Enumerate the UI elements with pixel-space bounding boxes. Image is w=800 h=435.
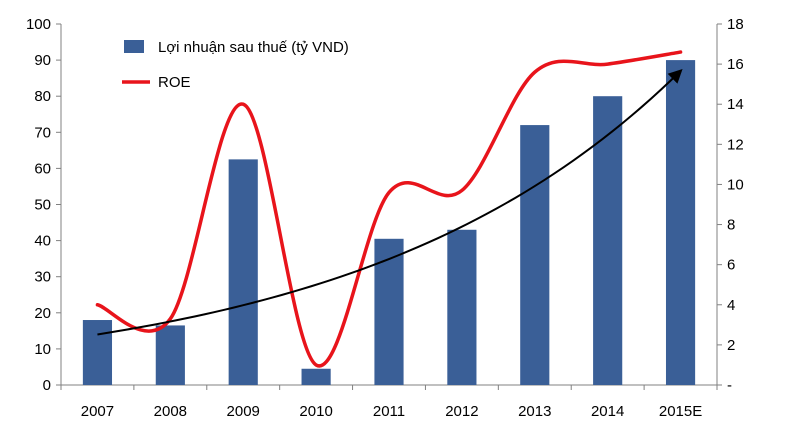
profit-bar bbox=[593, 96, 623, 385]
left-tick-label: 60 bbox=[34, 160, 51, 177]
x-tick-label: 2009 bbox=[227, 403, 260, 420]
x-axis-ticks: 2007 2008 2009 2010 2011 2012 2013 2014 2015E bbox=[60, 385, 718, 420]
left-tick-label: 40 bbox=[34, 233, 51, 250]
left-tick-label: 10 bbox=[34, 341, 51, 358]
roe-line-group bbox=[95, 50, 683, 368]
profit-bar bbox=[228, 159, 258, 385]
right-tick-label: - bbox=[727, 377, 732, 394]
left-tick-label: 90 bbox=[34, 52, 51, 69]
left-tick-label: 0 bbox=[43, 377, 51, 394]
right-tick-label: 12 bbox=[727, 136, 744, 153]
right-tick-label: 18 bbox=[727, 16, 744, 33]
right-tick-label: 4 bbox=[727, 297, 735, 314]
left-tick-label: 70 bbox=[34, 124, 51, 141]
roe-line bbox=[95, 50, 683, 368]
x-tick-label: 2012 bbox=[445, 403, 478, 420]
x-tick-label: 2011 bbox=[373, 403, 405, 420]
x-tick-label: 2013 bbox=[518, 403, 551, 420]
x-tick-label: 2014 bbox=[591, 403, 624, 420]
legend-label-profit: Lợi nhuận sau thuế (tỷ VND) bbox=[158, 39, 349, 56]
right-tick-label: 8 bbox=[727, 217, 735, 234]
left-axis-ticks: 0 10 20 30 40 50 60 70 80 90 100 bbox=[26, 16, 61, 394]
right-tick-label: 14 bbox=[727, 96, 744, 113]
profit-bar bbox=[520, 125, 550, 385]
profit-bar bbox=[155, 325, 185, 385]
left-tick-label: 50 bbox=[34, 197, 51, 214]
left-tick-label: 100 bbox=[26, 16, 51, 33]
left-tick-label: 20 bbox=[34, 305, 51, 322]
profit-bar bbox=[665, 60, 696, 385]
right-axis-ticks: - 2 4 6 8 10 12 14 16 18 bbox=[717, 16, 744, 394]
x-tick-label: 2008 bbox=[154, 403, 187, 420]
right-tick-label: 6 bbox=[727, 257, 735, 274]
x-tick-label: 2007 bbox=[81, 403, 114, 420]
trend-arrow-group bbox=[97, 68, 683, 336]
left-tick-label: 30 bbox=[34, 269, 51, 286]
profit-bar bbox=[301, 368, 331, 385]
x-tick-label: 2015E bbox=[659, 403, 702, 420]
right-tick-label: 2 bbox=[727, 337, 735, 354]
legend-swatch-profit bbox=[124, 40, 144, 53]
profit-bar bbox=[447, 229, 477, 385]
profit-bar bbox=[82, 320, 113, 385]
profit-bar bbox=[374, 238, 404, 385]
profit-bars bbox=[82, 60, 696, 385]
x-tick-label: 2010 bbox=[299, 403, 332, 420]
legend-label-roe: ROE bbox=[158, 74, 191, 91]
right-tick-label: 16 bbox=[727, 56, 744, 73]
right-tick-label: 10 bbox=[727, 176, 744, 193]
legend: Lợi nhuận sau thuế (tỷ VND) ROE bbox=[122, 39, 349, 91]
left-tick-label: 80 bbox=[34, 88, 51, 105]
trend-arrow bbox=[97, 68, 683, 336]
